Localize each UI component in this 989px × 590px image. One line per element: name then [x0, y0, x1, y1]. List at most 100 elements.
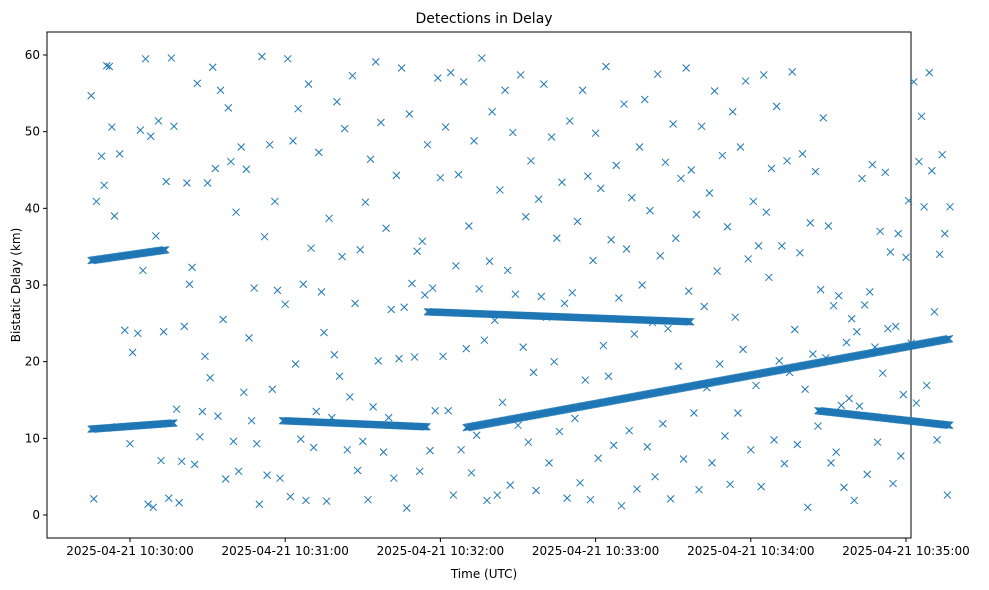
detection-marker [506, 481, 515, 489]
detection-marker [558, 178, 566, 187]
track-marker-stroke-b [169, 419, 178, 427]
detection-marker-stroke-b [190, 460, 199, 469]
detection-marker [281, 300, 290, 309]
detection-marker [943, 491, 952, 499]
detection-marker [322, 497, 331, 506]
detection-marker-stroke-b [128, 348, 137, 357]
detection-marker-stroke-b [268, 385, 277, 394]
detection-marker-stroke-b [325, 214, 334, 223]
track-marker-stroke-b [166, 419, 175, 428]
detection-marker [361, 198, 370, 207]
detection-marker-stroke-b [863, 470, 872, 479]
detection-marker [268, 385, 277, 394]
detection-marker [545, 459, 553, 467]
detection-marker-stroke-b [648, 318, 657, 327]
detection-marker [511, 290, 520, 299]
detection-marker-stroke-b [208, 63, 217, 72]
detection-marker [317, 288, 326, 296]
detection-marker [744, 255, 753, 263]
detection-marker [395, 354, 403, 363]
detection-marker [369, 403, 378, 411]
detection-marker [167, 54, 176, 62]
detection-marker-stroke-b [617, 501, 626, 510]
detection-marker [837, 401, 846, 410]
detection-marker-stroke-b [177, 457, 186, 466]
detection-marker [338, 252, 346, 261]
detection-marker-stroke-b [211, 164, 220, 173]
detection-marker-stroke-b [519, 343, 528, 351]
detection-marker-stroke-b [330, 350, 339, 359]
detection-marker [863, 470, 872, 479]
detection-marker-stroke-b [558, 178, 566, 187]
detection-marker-stroke-b [356, 245, 365, 254]
detection-marker-stroke-b [464, 222, 473, 230]
detection-marker-stroke-b [801, 385, 809, 394]
detection-marker [320, 328, 328, 337]
detection-marker [464, 222, 473, 230]
detection-marker-stroke-b [281, 300, 290, 309]
track-marker-stroke-b [420, 422, 429, 431]
detection-marker-stroke-b [878, 369, 887, 378]
detection-marker-stroke-b [845, 394, 853, 403]
track-marker-stroke-b [684, 317, 693, 326]
detection-marker [183, 179, 191, 187]
x-tick-label: 2025-04-21 10:34:00 [687, 544, 814, 558]
detection-marker [299, 280, 308, 289]
detection-marker [102, 61, 111, 70]
detection-marker-stroke-b [798, 150, 807, 158]
detection-marker [452, 261, 460, 270]
detection-marker-stroke-b [431, 406, 440, 415]
detection-marker [697, 122, 706, 131]
detection-marker [922, 381, 931, 390]
detection-marker [441, 123, 450, 131]
detection-marker [785, 368, 794, 377]
detection-marker-stroke-b [532, 486, 540, 495]
detection-marker [935, 250, 944, 259]
detection-marker-stroke-b [314, 148, 323, 157]
detection-marker [423, 140, 432, 149]
detection-marker [904, 196, 913, 205]
detection-marker [827, 459, 835, 467]
detection-marker-stroke-b [728, 107, 737, 116]
detection-marker-stroke-b [653, 70, 662, 79]
detection-marker-stroke-b [348, 71, 357, 80]
detection-marker-stroke-b [793, 440, 802, 449]
detection-marker [389, 474, 398, 483]
detection-marker-stroke-b [462, 344, 471, 353]
detection-marker-stroke-b [397, 64, 406, 72]
detection-marker-stroke-b [759, 71, 768, 79]
detection-marker [723, 222, 732, 231]
detection-marker-stroke-b [379, 448, 388, 456]
y-tick-label: 20 [25, 355, 40, 369]
detection-marker [573, 217, 582, 226]
detection-marker [759, 71, 768, 79]
detection-marker [426, 446, 434, 455]
detection-marker-stroke-b [920, 202, 928, 211]
detection-marker [643, 442, 652, 451]
detection-marker-stroke-b [286, 492, 295, 501]
detection-marker [92, 197, 101, 206]
detection-marker [252, 439, 261, 448]
detection-marker-stroke-b [697, 122, 706, 131]
detection-marker-stroke-b [630, 330, 639, 338]
detection-marker-stroke-b [684, 287, 693, 295]
detection-marker [177, 457, 186, 466]
detection-marker [382, 224, 390, 233]
detection-marker-stroke-b [496, 186, 504, 194]
detection-marker [108, 123, 116, 131]
detection-marker-stroke-b [599, 341, 608, 350]
detection-marker [845, 394, 853, 403]
detection-marker [467, 468, 476, 477]
detection-marker-stroke-b [612, 161, 621, 170]
track-marker-stroke-b [159, 246, 168, 254]
detection-marker [775, 357, 784, 365]
detection-marker [721, 432, 729, 440]
detection-marker-stroke-b [609, 441, 618, 450]
detection-marker [928, 166, 936, 175]
detection-marker-stroke-b [421, 291, 429, 299]
detection-marker-stroke-b [377, 118, 385, 127]
detection-marker-stroke-b [97, 152, 106, 161]
detection-marker-stroke-b [480, 336, 489, 345]
detection-marker-stroke-b [472, 431, 481, 440]
detection-marker [731, 313, 740, 322]
